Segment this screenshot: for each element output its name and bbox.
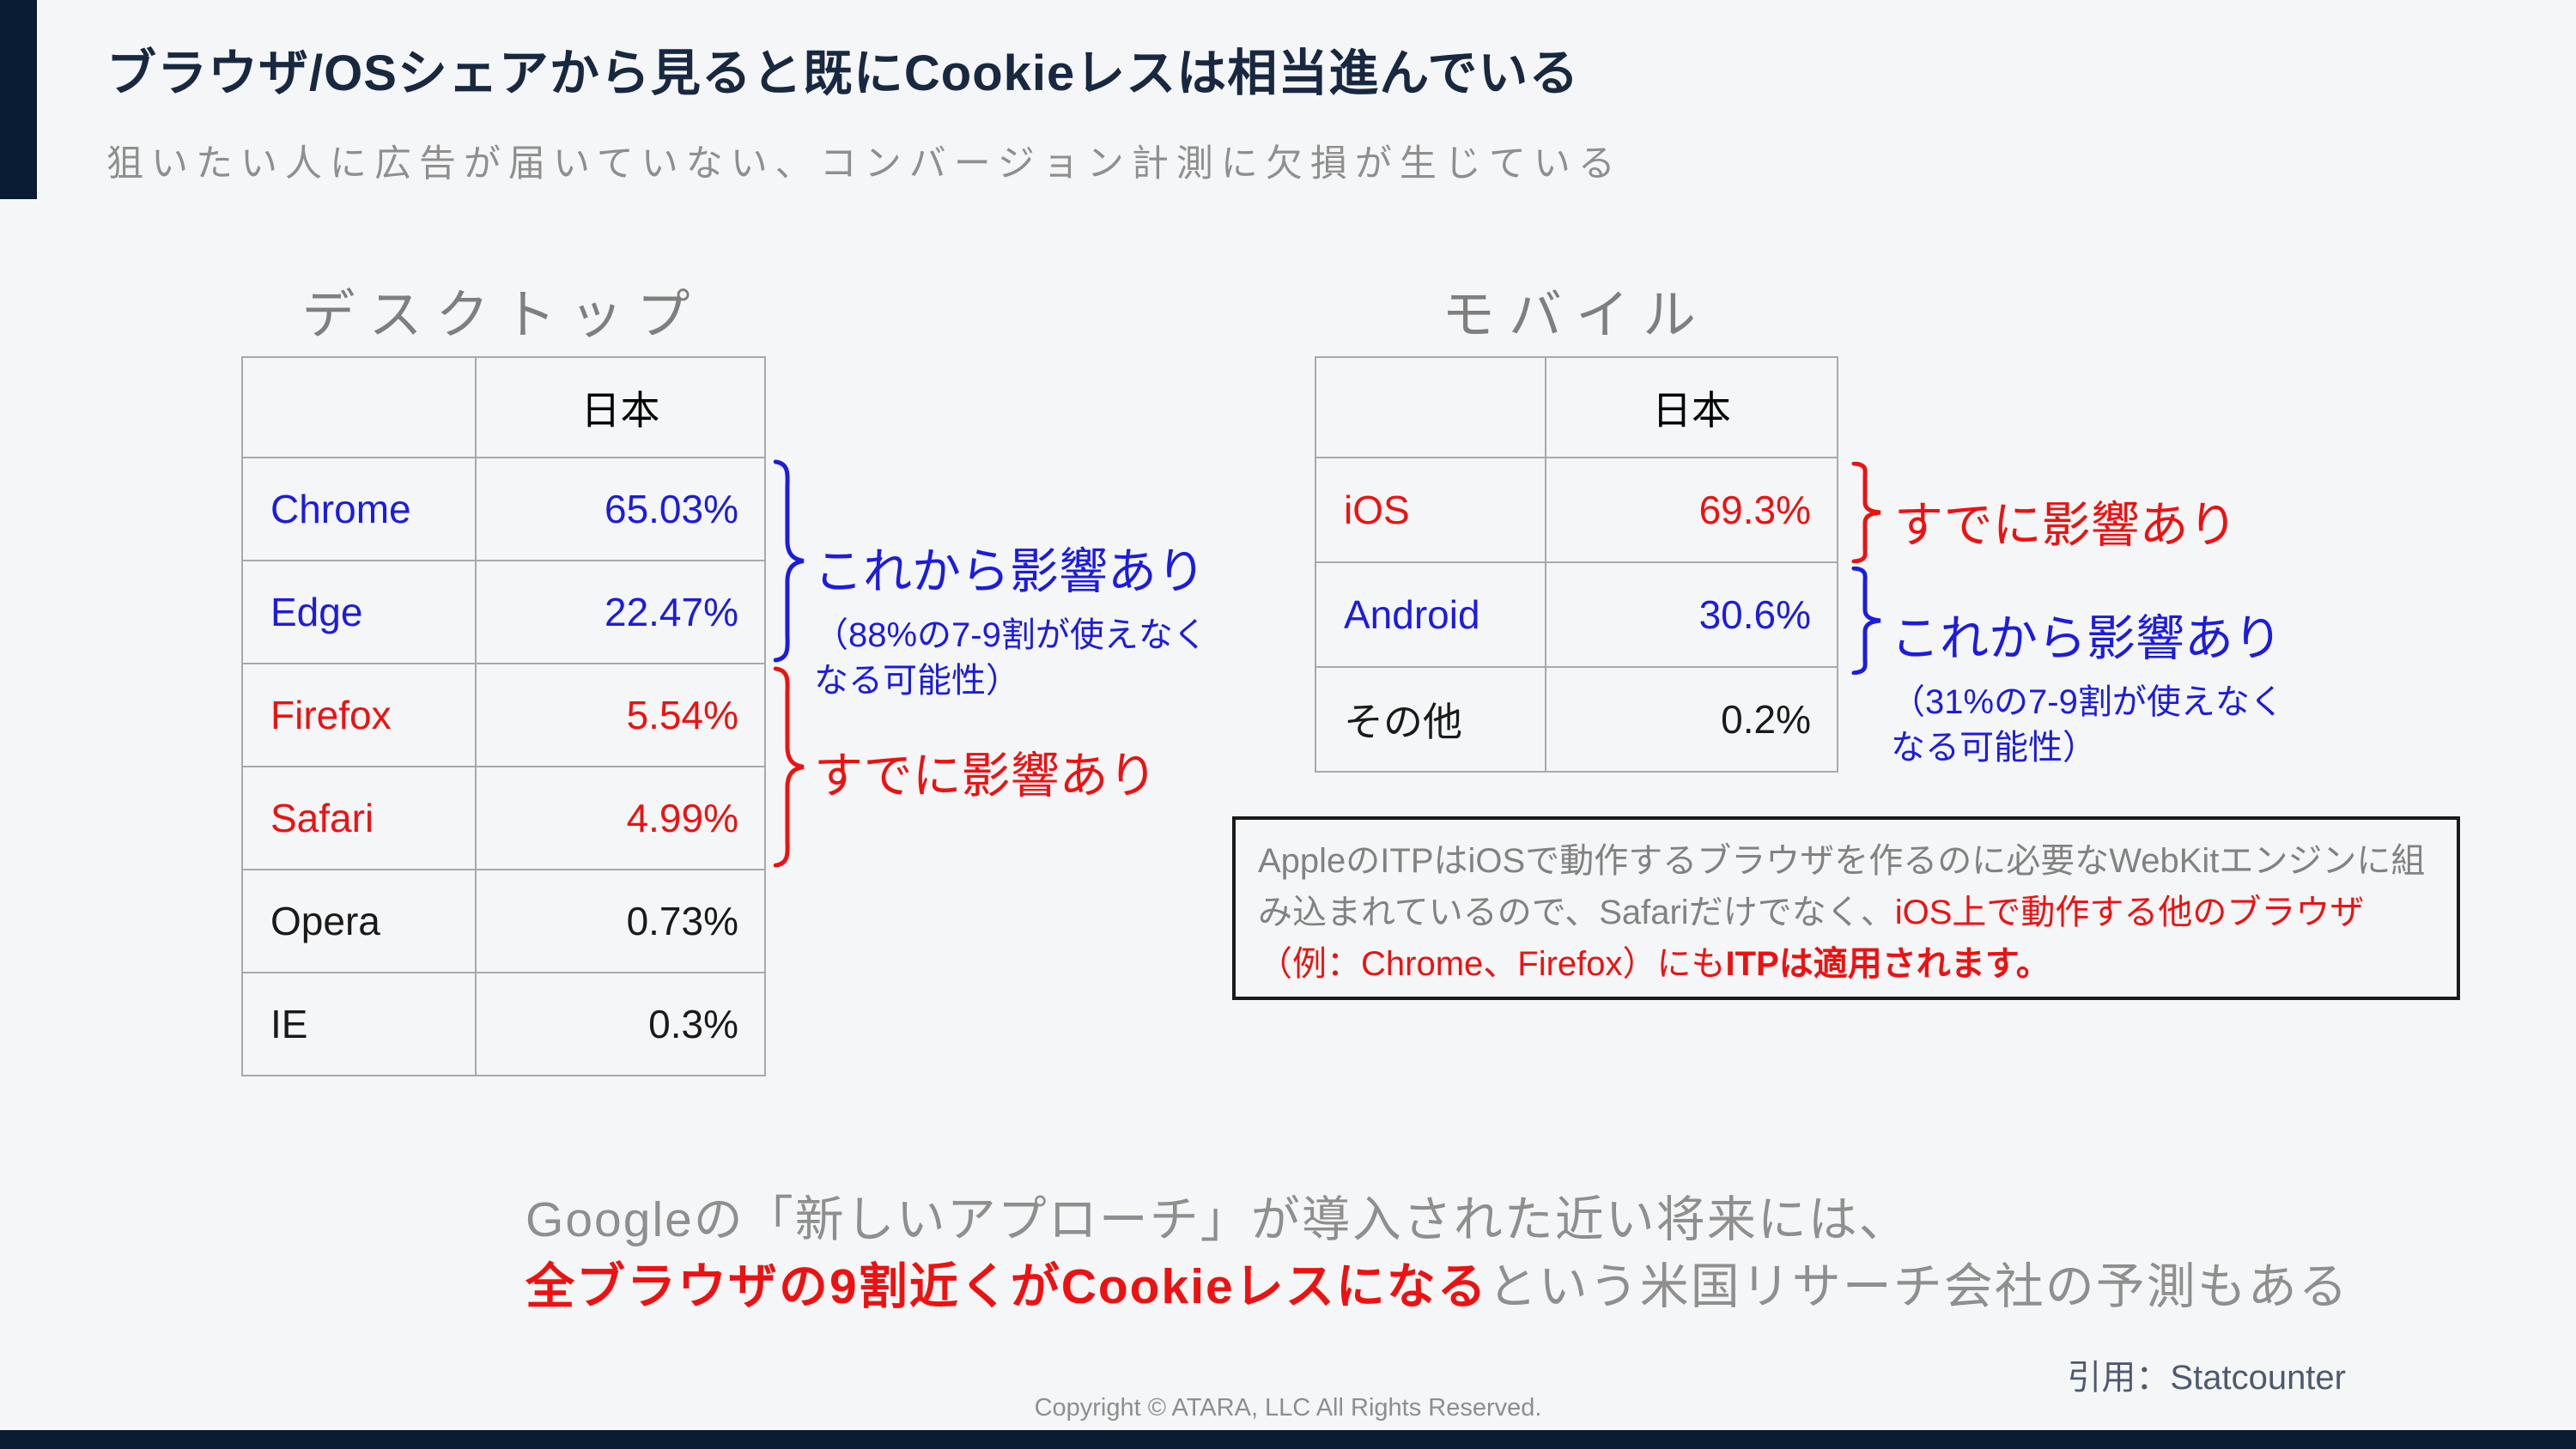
browser-name: Firefox [241, 663, 477, 767]
conclusion-statement: Googleの「新しいアプローチ」が導入された近い将来には、 全ブラウザの9割近… [526, 1186, 2349, 1320]
note-text-red: iOS上で動作する他のブラウザ（例：Chrome、Firefox）にも [1258, 894, 2365, 983]
annotation-label: すでに影響あり [814, 749, 1157, 803]
share-value: 65.03% [475, 457, 766, 561]
source-citation: 引用：Statcounter [2067, 1359, 2346, 1397]
os-name: Android [1315, 561, 1546, 668]
browser-name: Chrome [241, 457, 477, 561]
annotation-label: すでに影響あり [1894, 498, 2238, 553]
copyright-notice: Copyright © ATARA, LLC All Rights Reserv… [1034, 1394, 1542, 1422]
share-value: 0.2% [1545, 666, 1838, 773]
os-name: iOS [1315, 457, 1546, 563]
table-row: Edge 22.47% [241, 560, 766, 664]
desktop-already-impact-annotation: すでに影響あり [814, 737, 1157, 807]
empty-header-cell [1315, 356, 1546, 458]
table-row: Android 30.6% [1315, 561, 1838, 668]
annotation-label: これから影響あり [1891, 611, 2282, 666]
annotation-detail: （88%の7-9割が使えなく なる可能性） [814, 616, 1207, 700]
table-header-row: 日本 [241, 356, 766, 458]
share-value: 30.6% [1545, 561, 1838, 668]
left-accent-bar [0, 0, 37, 199]
brace-mobile-future-impact [1849, 567, 1883, 675]
share-value: 0.3% [475, 972, 766, 1076]
note-text-red-bold: ITPは適用されます。 [1725, 945, 2050, 983]
desktop-future-impact-annotation: これから影響あり （88%の7-9割が使えなく なる可能性） [814, 532, 1207, 704]
share-value: 69.3% [1545, 457, 1838, 563]
annotation-label: これから影響あり [814, 544, 1206, 599]
share-value: 4.99% [475, 766, 766, 870]
brace-mobile-already-impact [1849, 462, 1883, 563]
table-row: Opera 0.73% [241, 869, 766, 973]
region-header: 日本 [1545, 356, 1838, 458]
table-row: Chrome 65.03% [241, 457, 766, 561]
page-subtitle: 狙いたい人に広告が届いていない、コンバージョン計測に欠損が生じている [106, 143, 1623, 185]
browser-name: Edge [241, 560, 477, 664]
region-header: 日本 [475, 356, 766, 458]
table-row: その他 0.2% [1315, 666, 1838, 773]
table-row: IE 0.3% [241, 972, 766, 1076]
bottom-accent-bar [0, 1430, 2576, 1449]
browser-name: IE [241, 972, 477, 1076]
conclusion-line2: 全ブラウザの9割近くがCookieレスになるという米国リサーチ会社の予測もある [526, 1253, 2349, 1320]
note-text-gray: AppleのITPはiOSで動作するブラウザを作るのに必要なWebKitエンジン… [1258, 842, 2426, 931]
table-row: iOS 69.3% [1315, 457, 1838, 563]
conclusion-emphasis: 全ブラウザの9割近くがCookieレスになる [526, 1259, 1488, 1314]
share-value: 22.47% [475, 560, 766, 664]
empty-header-cell [241, 356, 477, 458]
mobile-already-impact-annotation: すでに影響あり [1894, 486, 2238, 556]
brace-desktop-future-impact [770, 458, 806, 664]
annotation-detail: （31%の7-9割が使えなく なる可能性） [1891, 683, 2284, 767]
desktop-section-heading: デスクトップ [301, 286, 704, 345]
mobile-section-heading: モバイル [1441, 286, 1710, 345]
brace-desktop-already-impact [770, 665, 806, 869]
mobile-share-table: 日本 iOS 69.3% Android 30.6% その他 0.2% [1315, 356, 1838, 773]
conclusion-rest: という米国リサーチ会社の予測もある [1487, 1259, 2349, 1314]
share-value: 5.54% [475, 663, 766, 767]
conclusion-line1: Googleの「新しいアプローチ」が導入された近い将来には、 [526, 1192, 1910, 1247]
os-name: その他 [1315, 666, 1546, 773]
browser-name: Opera [241, 869, 477, 973]
table-header-row: 日本 [1315, 356, 1838, 458]
table-row: Safari 4.99% [241, 766, 766, 870]
table-row: Firefox 5.54% [241, 663, 766, 767]
browser-name: Safari [241, 766, 477, 870]
itp-note-box: AppleのITPはiOSで動作するブラウザを作るのに必要なWebKitエンジン… [1232, 816, 2460, 1000]
page-title: ブラウザ/OSシェアから見ると既にCookieレスは相当進んでいる [106, 45, 1580, 101]
mobile-future-impact-annotation: これから影響あり （31%の7-9割が使えなく なる可能性） [1891, 599, 2284, 771]
desktop-share-table: 日本 Chrome 65.03% Edge 22.47% Firefox 5.5… [241, 356, 766, 1076]
share-value: 0.73% [475, 869, 766, 973]
